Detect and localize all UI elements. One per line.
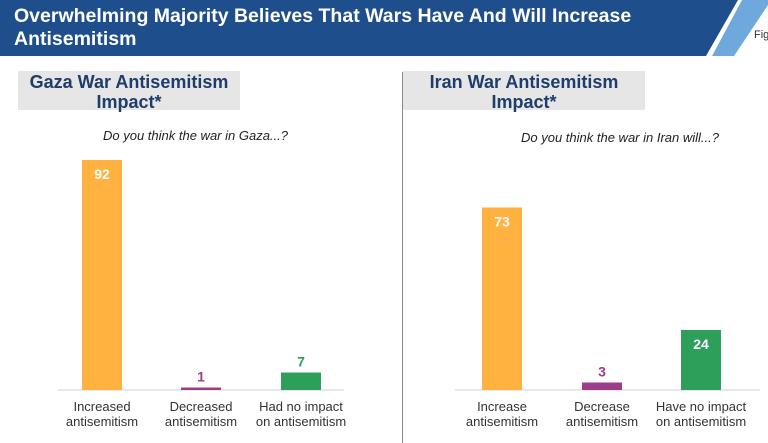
- iran-category-label-3: Have no impact on antisemitism: [656, 399, 747, 429]
- gaza-bar-1: [82, 160, 122, 390]
- gaza-bar-2: [181, 387, 221, 390]
- gaza-bar-3: [281, 372, 321, 390]
- iran-category-label-2: Decrease antisemitism: [566, 399, 638, 429]
- gaza-category-label-2: Decreased antisemitism: [165, 399, 237, 429]
- gaza-category-label-3: Had no impact on antisemitism: [256, 399, 346, 429]
- iran-question: Do you think the war in Iran will...?: [521, 130, 719, 145]
- iran-data-label-2: 3: [598, 364, 606, 380]
- gaza-data-label-2: 1: [197, 369, 205, 385]
- gaza-category-label-1: Increased antisemitism: [66, 399, 138, 429]
- iran-bar-1: [482, 207, 522, 390]
- iran-category-label-1: Increase antisemitism: [466, 399, 538, 429]
- iran-data-label-1: 73: [494, 214, 510, 230]
- gaza-data-label-3: 7: [297, 354, 305, 370]
- gaza-question: Do you think the war in Gaza...?: [103, 128, 288, 143]
- gaza-panel-title: Gaza War Antisemitism Impact*: [18, 71, 240, 112]
- iran-data-label-3: 24: [693, 336, 709, 352]
- iran-bar-3: [681, 330, 721, 390]
- gaza-data-label-1: 92: [94, 166, 110, 182]
- header-background: [0, 0, 768, 56]
- figure-label: Fig: [754, 29, 768, 41]
- iran-panel-title: Iran War Antisemitism Impact*: [403, 71, 645, 112]
- page-title: Overwhelming Majority Believes That Wars…: [14, 5, 632, 50]
- panel-divider: [402, 72, 403, 443]
- header-banner: Overwhelming Majority Believes That Wars…: [0, 0, 768, 56]
- iran-bar-2: [582, 382, 622, 390]
